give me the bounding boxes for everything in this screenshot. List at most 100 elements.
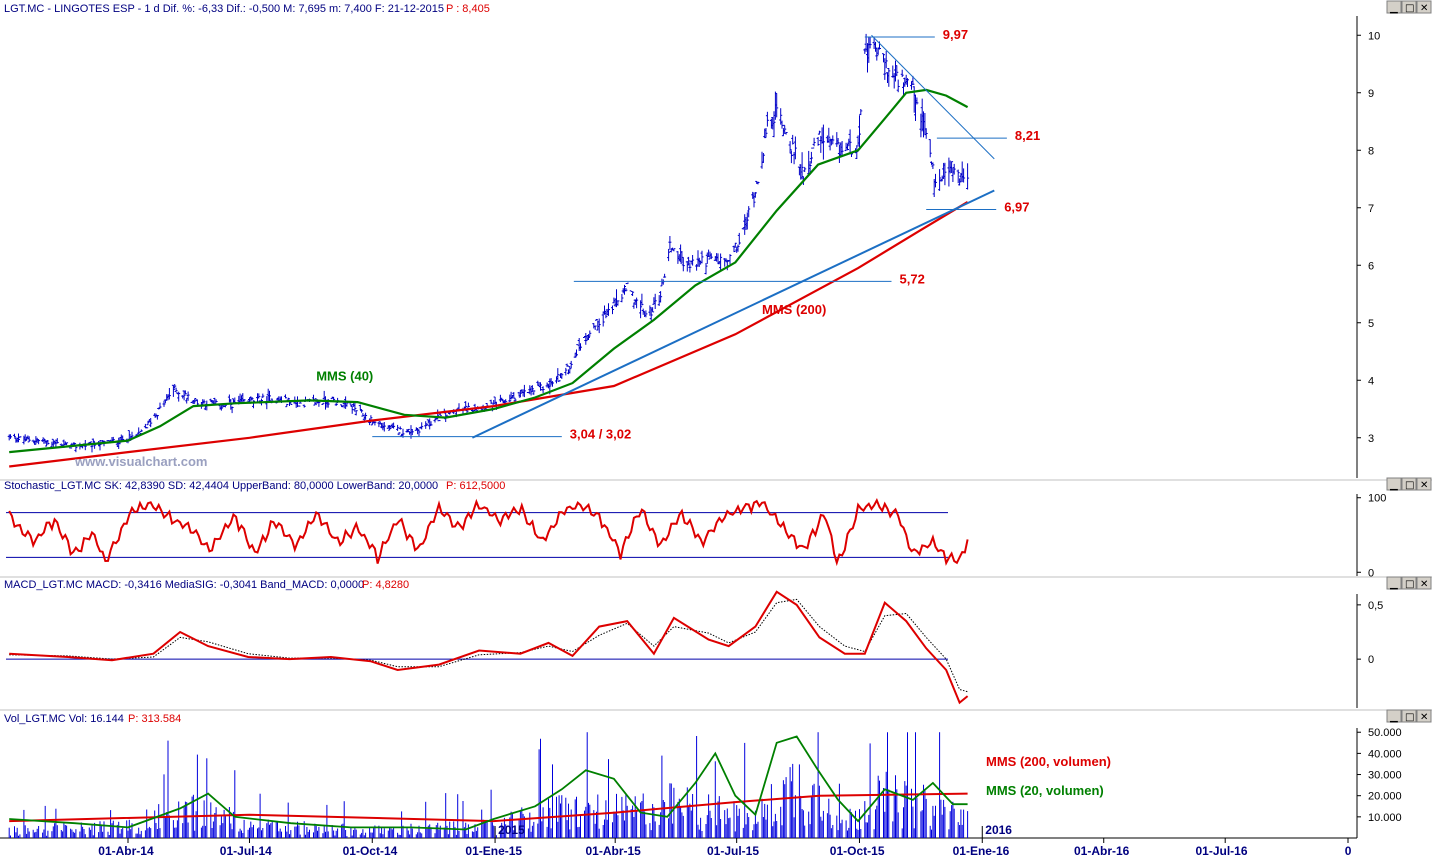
ma-annotation: MMS (40)	[316, 368, 373, 383]
x-tick-label: 01-Jul-14	[220, 844, 272, 857]
price-header-info: LGT.MC - LINGOTES ESP - 1 d Dif. %: -6,3…	[4, 3, 444, 15]
maximize-icon: □	[1405, 712, 1414, 723]
window-buttons: ▁ □ ✕ ▁ □ ✕ ▁ □ ✕ ▁ □ ✕	[1386, 0, 1432, 723]
close-button-face	[1416, 477, 1432, 491]
maximize-button[interactable]: □	[1401, 0, 1417, 14]
price-y-tick-label: 5	[1368, 318, 1374, 330]
vol-header-info: Vol_LGT.MC Vol: 16.144	[4, 713, 124, 725]
x-tick-label: 01-Oct-15	[830, 844, 885, 857]
year-mark-label: 2016	[985, 823, 1012, 837]
stoch-header-info: Stochastic_LGT.MC SK: 42,8390 SD: 42,440…	[4, 480, 438, 492]
volume-panel: 50.000 40.000 30.000 20.000 10.000 MMS (200, …	[8, 727, 1402, 838]
vol-y-tick-label: 50.000	[1368, 727, 1402, 739]
minimize-button-face	[1386, 477, 1402, 491]
minimize-icon: ▁	[1389, 579, 1398, 590]
x-tick-label: 01-Ene-15	[465, 844, 522, 857]
close-button-face	[1416, 0, 1432, 14]
vol-legend-entry: MMS (20, volumen)	[986, 783, 1104, 798]
vol-y-tick-label: 20.000	[1368, 791, 1402, 803]
macd-line	[9, 590, 969, 705]
close-button[interactable]: ✕	[1416, 477, 1432, 491]
x-tick-label: 01-Abr-16	[1074, 844, 1130, 857]
x-tick-label: 01-Abr-14	[98, 844, 154, 857]
trendline-main	[471, 189, 995, 439]
macd-panel: 0,50	[6, 590, 1383, 705]
stochastic-panel: 100 0	[6, 493, 1386, 579]
maximize-icon: □	[1405, 579, 1414, 590]
maximize-icon: □	[1405, 480, 1414, 491]
macd-y-tick-label: 0,5	[1368, 600, 1383, 612]
x-tick-label: 01-Jul-15	[707, 844, 759, 857]
vol-mms20-line	[9, 735, 968, 831]
stoch-header-p: P: 612,5000	[446, 480, 505, 492]
maximize-icon: □	[1405, 3, 1414, 14]
price-y-tick-label: 8	[1368, 145, 1374, 157]
year-mark-label: 2015	[498, 823, 525, 837]
price-y-tick-label: 4	[1368, 375, 1374, 387]
price-panel: 3 4 5 6 7 8 9 10 9,97 8,21 6,97 5,72 3,04 / 3,02 MMS …	[7, 27, 1380, 468]
level-label: 5,72	[900, 271, 925, 286]
maximize-button-face	[1401, 477, 1417, 491]
ma-annotation: MMS (200)	[762, 302, 826, 317]
vol-mms200-line	[9, 792, 968, 823]
vol-y-tick-label: 30.000	[1368, 770, 1402, 782]
price-y-tick-label: 3	[1368, 433, 1374, 445]
level-label: 3,04 / 3,02	[570, 427, 631, 442]
minimize-button-face	[1386, 709, 1402, 723]
x-tick-label: 01-Oct-14	[343, 844, 398, 857]
close-icon: ✕	[1420, 712, 1428, 723]
close-icon: ✕	[1420, 480, 1428, 491]
close-button-face	[1416, 576, 1432, 590]
x-axis: 01-Abr-14 01-Jul-14 01-Oct-14 01-Ene-15 01-A…	[98, 823, 1351, 857]
level-label: 6,97	[1004, 199, 1029, 214]
stoch-sk-line	[8, 497, 969, 567]
stoch-y-tick-label: 0	[1368, 567, 1374, 579]
vol-y-tick-label: 40.000	[1368, 748, 1402, 760]
minimize-icon: ▁	[1389, 3, 1398, 14]
vol-legend-entry: MMS (200, volumen)	[986, 754, 1111, 769]
maximize-button[interactable]: □	[1401, 477, 1417, 491]
minimize-button[interactable]: ▁	[1386, 0, 1402, 14]
x-tick-label: 01-Ene-16	[953, 844, 1010, 857]
minimize-button[interactable]: ▁	[1386, 477, 1402, 491]
minimize-button[interactable]: ▁	[1386, 576, 1402, 590]
maximize-button-face	[1401, 576, 1417, 590]
vol-y-tick-label: 10.000	[1368, 812, 1402, 824]
watermark: www.visualchart.com	[74, 454, 207, 469]
price-y-tick-label: 7	[1368, 203, 1374, 215]
close-icon: ✕	[1420, 3, 1428, 14]
price-header-p: P : 8,405	[446, 3, 490, 15]
maximize-button[interactable]: □	[1401, 709, 1417, 723]
minimize-icon: ▁	[1389, 712, 1398, 723]
macd-header-p: P: 4,8280	[362, 579, 409, 591]
vol-header-p: P: 313.584	[128, 713, 181, 725]
x-tick-label: 01-Abr-15	[586, 844, 642, 857]
macd-y-tick-label: 0	[1368, 654, 1374, 666]
level-label: 9,97	[943, 27, 968, 42]
macd-header-info: MACD_LGT.MC MACD: -0,3416 MediaSIG: -0,3…	[4, 579, 364, 591]
minimize-button[interactable]: ▁	[1386, 709, 1402, 723]
minimize-icon: ▁	[1389, 480, 1398, 491]
close-button[interactable]: ✕	[1416, 0, 1432, 14]
price-bars	[7, 33, 970, 453]
mms200-line	[9, 201, 969, 468]
minimize-button-face	[1386, 576, 1402, 590]
stoch-y-tick-label: 100	[1368, 493, 1386, 505]
price-y-tick-label: 9	[1368, 88, 1374, 100]
close-button-face	[1416, 709, 1432, 723]
price-y-tick-label: 10	[1368, 30, 1380, 42]
x-tick-label: 0	[1345, 844, 1352, 857]
maximize-button-face	[1401, 709, 1417, 723]
maximize-button-face	[1401, 0, 1417, 14]
level-label: 8,21	[1015, 128, 1040, 143]
close-button[interactable]: ✕	[1416, 709, 1432, 723]
close-icon: ✕	[1420, 579, 1428, 590]
mms40-line	[9, 88, 969, 454]
x-tick-label: 01-Jul-16	[1196, 844, 1248, 857]
price-y-tick-label: 6	[1368, 260, 1374, 272]
minimize-button-face	[1386, 0, 1402, 14]
close-button[interactable]: ✕	[1416, 576, 1432, 590]
maximize-button[interactable]: □	[1401, 576, 1417, 590]
